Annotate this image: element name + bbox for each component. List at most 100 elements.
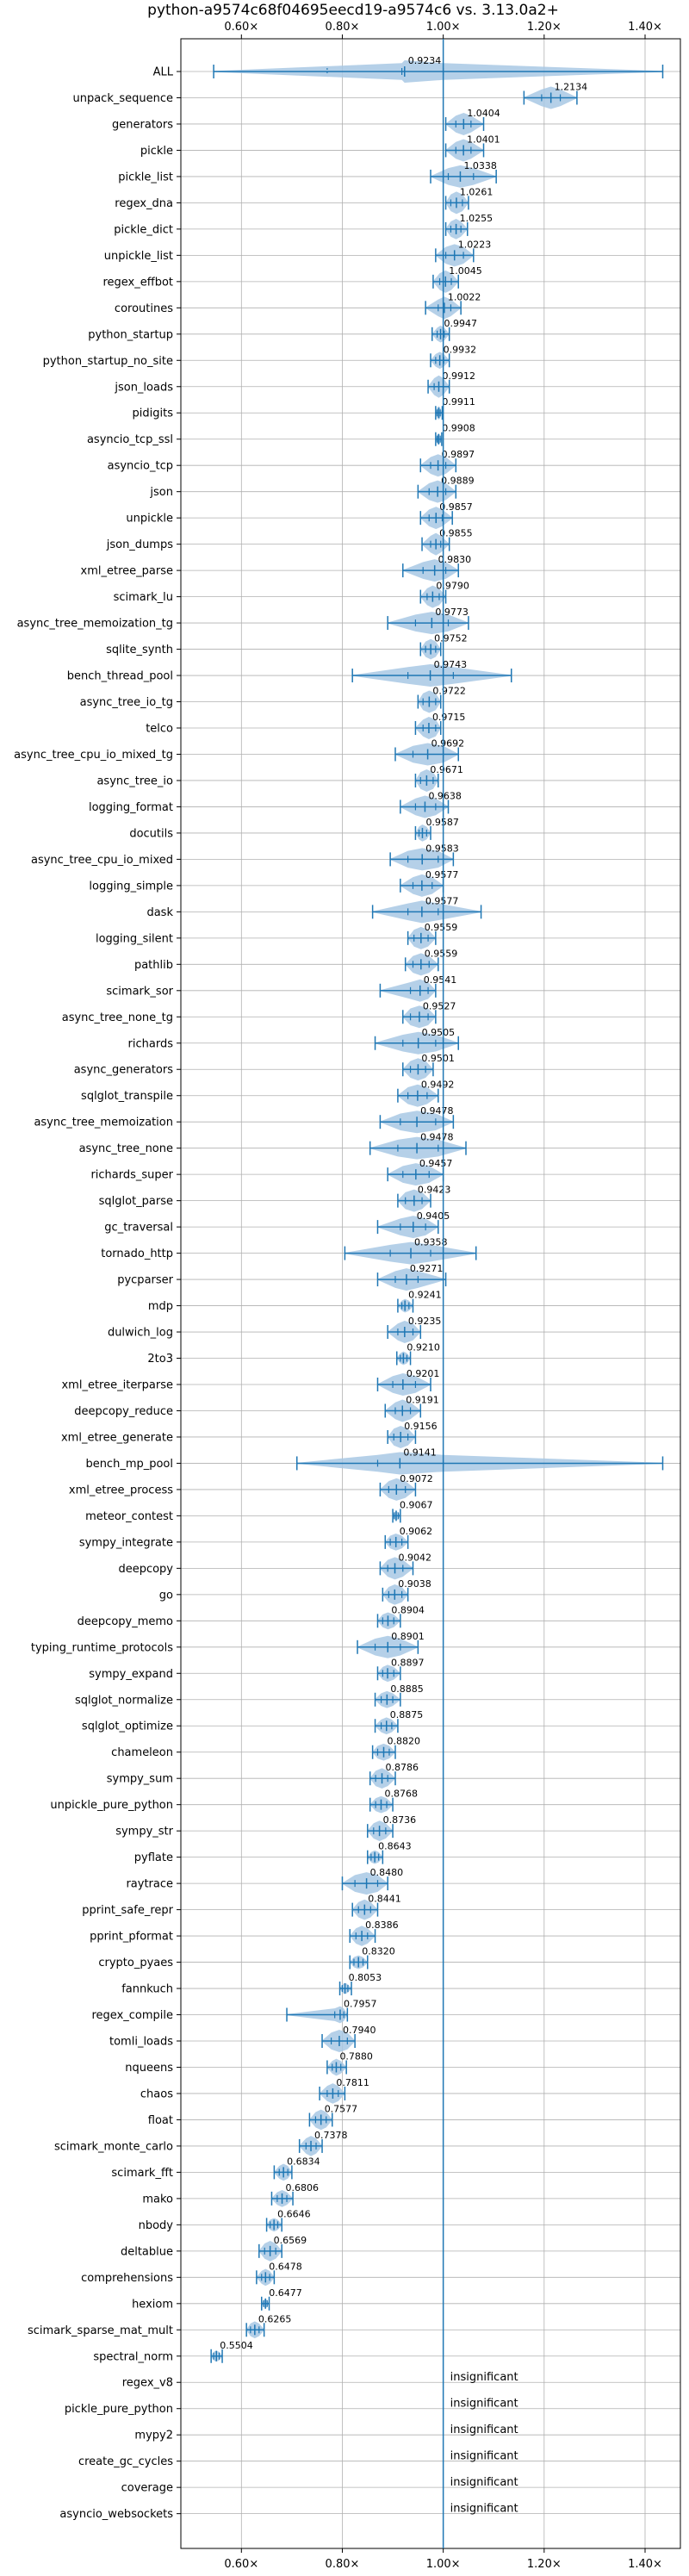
benchmark-label: nbody — [139, 2219, 174, 2232]
value-label: 0.9423 — [418, 1185, 450, 1196]
value-label: 0.9857 — [439, 501, 473, 513]
value-label: 0.9671 — [430, 764, 463, 775]
value-label: 0.9773 — [435, 607, 469, 618]
benchmark-label: hexiom — [132, 2298, 173, 2311]
value-label: 0.9067 — [400, 1499, 433, 1510]
value-label: 0.6477 — [269, 2287, 302, 2299]
benchmark-label: pprint_pformat — [90, 1931, 173, 1944]
benchmark-label: sympy_integrate — [79, 1536, 173, 1549]
value-label: 0.9790 — [436, 581, 469, 592]
value-label: 0.6265 — [258, 2313, 292, 2324]
benchmark-label: richards — [128, 1037, 174, 1050]
violin-layer — [210, 60, 664, 2363]
value-label: 0.9541 — [424, 974, 457, 986]
benchmark-label: sqlite_synth — [106, 644, 173, 656]
benchmark-label: pycparser — [117, 1274, 173, 1287]
benchmark-label: logging_simple — [89, 880, 173, 893]
benchmark-label: mako — [142, 2193, 173, 2206]
value-label: 0.9457 — [419, 1158, 453, 1169]
value-label: 0.8386 — [365, 1920, 399, 1931]
benchmark-label: json_loads — [114, 381, 173, 394]
value-label: 0.7880 — [339, 2050, 373, 2062]
value-label: 0.7940 — [343, 2025, 376, 2036]
benchmark-label: xml_etree_parse — [81, 565, 173, 578]
value-label: 0.8736 — [383, 1814, 417, 1826]
value-label: 0.9752 — [434, 633, 468, 644]
benchmark-label: asyncio_tcp — [108, 460, 173, 473]
benchmark-label: pickle_list — [118, 171, 173, 184]
value-label: 1.0338 — [463, 160, 497, 171]
insignificant-label: insignificant — [450, 2476, 518, 2489]
axis-layer: 0.60× 0.60× 0.80× 0.80× 1.00× 1.00× 1.20× 1.20×… — [177, 21, 681, 2571]
benchmark-label: regex_compile — [91, 2009, 173, 2022]
value-label: 0.9478 — [420, 1132, 454, 1143]
benchmark-label: tornado_http — [101, 1248, 173, 1260]
value-label: 0.8875 — [390, 1709, 424, 1720]
value-label: 1.2134 — [555, 81, 588, 92]
value-label: 0.9830 — [438, 554, 472, 565]
value-label: 0.9505 — [422, 1027, 456, 1038]
benchmark-label: regex_effbot — [102, 276, 173, 289]
benchmark-label: pickle — [140, 145, 173, 158]
x-tick-label-bottom: 1.40× — [628, 2558, 662, 2571]
benchmark-label: chameleon — [111, 1746, 173, 1759]
benchmark-label: pprint_safe_repr — [82, 1904, 173, 1917]
benchmark-label: async_generators — [74, 1064, 174, 1077]
benchmark-label: pickle_dict — [114, 223, 173, 236]
value-label: 0.9911 — [442, 396, 475, 408]
value-label: 0.8897 — [391, 1657, 425, 1668]
benchmark-label: raytrace — [126, 1878, 173, 1891]
value-label: 0.5504 — [220, 2340, 253, 2351]
value-label: 0.7811 — [336, 2077, 369, 2088]
value-label: 0.9405 — [417, 1210, 450, 1222]
value-label: 0.9583 — [425, 843, 459, 854]
value-label: 0.9501 — [421, 1053, 455, 1064]
insignificant-label: insignificant — [450, 2398, 518, 2411]
value-label: 0.9947 — [444, 318, 478, 329]
insignificant-label: insignificant — [450, 2503, 518, 2516]
value-label: 0.8441 — [368, 1894, 401, 1905]
insignificant-label: insignificant — [450, 2371, 518, 2384]
value-label: 0.6569 — [274, 2235, 307, 2246]
value-label: 0.9855 — [439, 528, 472, 539]
benchmark-label: unpack_sequence — [72, 92, 173, 105]
benchmark-label: python_startup_no_site — [43, 355, 173, 368]
benchmark-label: tomli_loads — [109, 2036, 173, 2049]
benchmark-label: telco — [146, 723, 173, 736]
value-label: 0.9527 — [423, 1000, 456, 1011]
benchmark-label: create_gc_cycles — [78, 2455, 173, 2468]
benchmark-label: json — [149, 486, 173, 499]
benchmark-label: asyncio_websockets — [59, 2508, 173, 2521]
value-label: 0.9912 — [442, 370, 475, 382]
benchmark-label: async_tree_cpu_io_mixed — [31, 854, 173, 867]
value-label: 0.9577 — [425, 869, 458, 880]
benchmark-label: crypto_pyaes — [98, 1957, 173, 1969]
value-label: 0.9201 — [407, 1368, 440, 1379]
value-label: 0.9156 — [404, 1421, 438, 1432]
benchmark-label: xml_etree_iterparse — [61, 1379, 173, 1392]
value-label: 0.9271 — [410, 1263, 444, 1274]
x-tick-label-top: 0.60× — [224, 21, 258, 34]
x-tick-label-top: 1.00× — [426, 21, 461, 34]
benchmark-label: unpickle_list — [104, 250, 173, 263]
value-label: 0.9235 — [408, 1316, 441, 1327]
benchmark-label: async_tree_cpu_io_mixed_tg — [14, 749, 173, 762]
benchmark-label: scimark_sor — [106, 985, 173, 998]
value-label: 0.9889 — [441, 476, 475, 487]
chart-title: python-a9574c68f04695eecd19-a9574c6 vs. … — [147, 2, 559, 19]
benchmark-label: sqlglot_transpile — [81, 1090, 173, 1103]
value-label: 0.9241 — [408, 1290, 442, 1301]
value-label: 0.7378 — [314, 2130, 348, 2141]
benchmark-label: async_tree_none — [79, 1142, 173, 1155]
value-label: 0.9191 — [406, 1394, 439, 1405]
benchmark-label: regex_dna — [115, 197, 173, 210]
benchmark-label: scimark_fft — [111, 2167, 173, 2180]
value-label: 1.0045 — [449, 265, 482, 277]
benchmark-label: sqlglot_normalize — [75, 1694, 173, 1707]
value-label: 0.9715 — [432, 712, 465, 723]
value-label: 0.8904 — [391, 1604, 425, 1615]
benchmark-label: typing_runtime_protocols — [31, 1641, 173, 1654]
benchmark-label: async_tree_memoization — [34, 1117, 173, 1129]
insignificant-label: insignificant — [450, 2424, 518, 2436]
value-label: 0.9141 — [403, 1447, 437, 1458]
